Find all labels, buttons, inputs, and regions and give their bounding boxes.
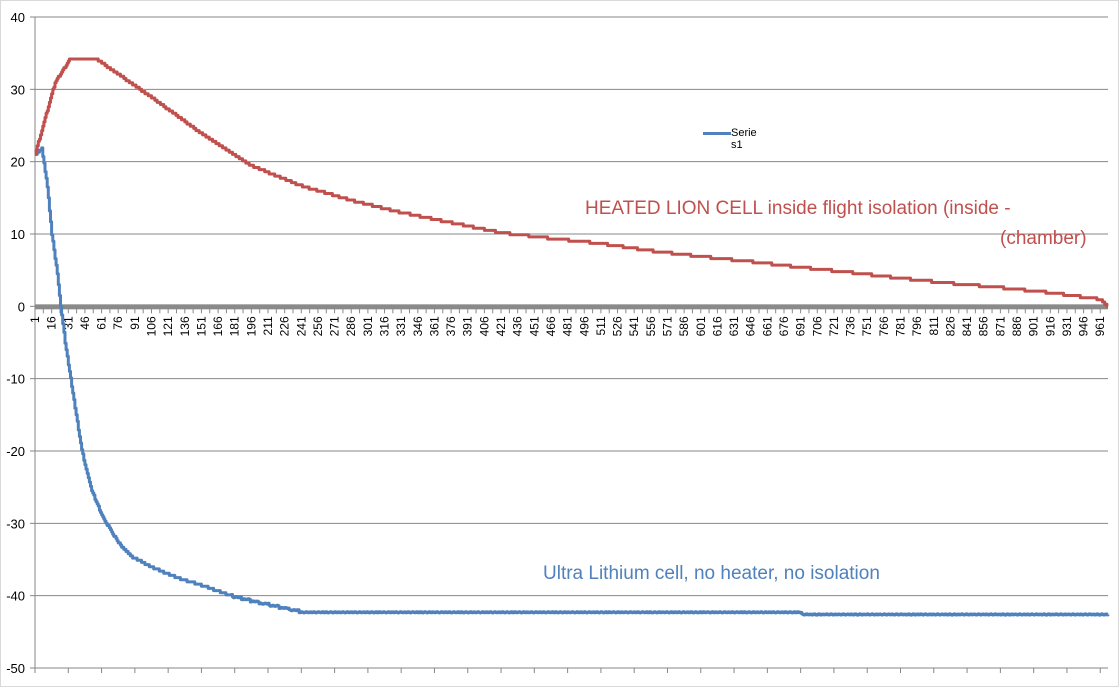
x-tick-label: 901 [1027, 316, 1041, 336]
x-tick-label: 91 [128, 316, 142, 330]
y-tick-label: 20 [11, 155, 25, 170]
x-tick-label: 226 [278, 316, 292, 336]
x-tick-label: 946 [1077, 316, 1091, 336]
x-tick-label: 526 [611, 316, 625, 336]
x-tick-label: 961 [1093, 316, 1107, 336]
x-tick-label: 46 [78, 316, 92, 330]
x-axis [35, 304, 1108, 310]
x-tick-label: 931 [1060, 316, 1074, 336]
x-tick-label: 421 [494, 316, 508, 336]
x-tick-label: 871 [993, 316, 1007, 336]
red-series-annotation-line2: (chamber) [1000, 228, 1087, 249]
legend-label-line1: Serie [731, 127, 757, 139]
x-tick-label: 541 [627, 316, 641, 336]
x-tick-label: 106 [145, 316, 159, 336]
y-tick-label: 40 [11, 10, 25, 25]
x-tick-label: 181 [228, 316, 242, 336]
x-tick-label: 751 [860, 316, 874, 336]
blue-series-annotation: Ultra Lithium cell, no heater, no isolat… [543, 563, 880, 584]
x-tick-label: 286 [344, 316, 358, 336]
x-tick-label: 826 [943, 316, 957, 336]
x-tick-label: 1 [28, 316, 42, 323]
x-tick-label: 16 [45, 316, 59, 330]
x-tick-label: 76 [111, 316, 125, 330]
x-tick-label: 661 [760, 316, 774, 336]
x-tick-label: 301 [361, 316, 375, 336]
x-tick-label: 331 [394, 316, 408, 336]
x-tick-label: 601 [694, 316, 708, 336]
legend-label-line2: s1 [731, 139, 743, 151]
series-line-2 [34, 57, 1109, 308]
x-tick-label: 571 [660, 316, 674, 336]
x-tick-label: 256 [311, 316, 325, 336]
x-tick-label: 886 [1010, 316, 1024, 336]
x-tick-label: 211 [261, 316, 275, 335]
x-tick-label: 856 [977, 316, 991, 336]
x-tick-label: 916 [1043, 316, 1057, 336]
x-tick-label: 451 [527, 316, 541, 336]
x-tick-label: 151 [194, 316, 208, 336]
x-tick-label: 361 [427, 316, 441, 336]
x-tick-label: 781 [894, 316, 908, 336]
x-tick-label: 811 [927, 316, 941, 335]
y-tick-label: -10 [6, 372, 25, 387]
x-tick-label: 496 [577, 316, 591, 336]
x-tick-label: 166 [211, 316, 225, 336]
x-tick-label: 241 [294, 316, 308, 336]
x-tick-label: 616 [710, 316, 724, 336]
x-tick-label: 556 [644, 316, 658, 336]
series-line-1 [34, 146, 1110, 617]
x-tick-label: 196 [244, 316, 258, 336]
x-tick-label: 61 [95, 316, 109, 330]
y-tick-label: -20 [6, 444, 25, 459]
x-tick-label: 586 [677, 316, 691, 336]
x-tick-label: 436 [511, 316, 525, 336]
x-tick-label: 706 [810, 316, 824, 336]
x-tick-label: 376 [444, 316, 458, 336]
y-tick-label: -40 [6, 589, 25, 604]
x-tick-label: 136 [178, 316, 192, 336]
x-tick-label: 466 [544, 316, 558, 336]
x-tick-label: 766 [877, 316, 891, 336]
y-tick-label: 30 [11, 82, 25, 97]
x-tick-label: 676 [777, 316, 791, 336]
x-tick-label: 721 [827, 316, 841, 336]
y-tick-label: -50 [6, 661, 25, 676]
x-tick-label: 796 [910, 316, 924, 336]
legend-line-swatch [703, 131, 731, 135]
x-tick-label: 646 [744, 316, 758, 336]
x-tick-label: 406 [477, 316, 491, 336]
x-tick-label: 691 [794, 316, 808, 336]
red-series-annotation-line1: HEATED LION CELL inside flight isolation… [585, 198, 1011, 219]
x-tick-label: 481 [561, 316, 575, 336]
y-tick-label: 0 [18, 299, 25, 314]
x-tick-label: 841 [960, 316, 974, 336]
x-tick-label: 391 [461, 316, 475, 336]
y-tick-label: 10 [11, 227, 25, 242]
x-tick-label: 511 [594, 316, 608, 335]
y-tick-label: -30 [6, 516, 25, 531]
x-tick-label: 121 [161, 316, 175, 336]
x-tick-label: 346 [411, 316, 425, 336]
x-tick-label: 271 [328, 316, 342, 336]
legend: Serie s1 [703, 127, 757, 151]
x-tick-label: 736 [844, 316, 858, 336]
x-tick-label: 316 [378, 316, 392, 336]
x-tick-label: 631 [727, 316, 741, 336]
